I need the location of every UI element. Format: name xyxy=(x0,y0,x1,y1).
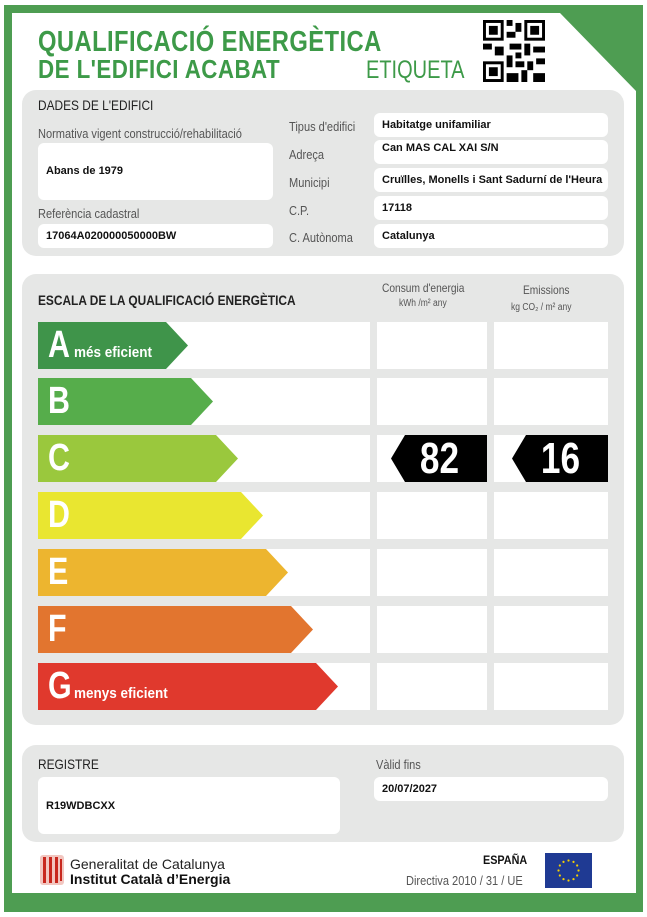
title-line2: DE L'EDIFICI ACABAT xyxy=(38,54,281,84)
regulation-label: Normativa vigent construcció/rehabilitac… xyxy=(38,126,242,141)
org-name-1: Generalitat de Catalunya xyxy=(70,856,225,872)
registry-title: REGISTRE xyxy=(38,756,99,772)
emissions-cell xyxy=(494,663,608,710)
etiqueta-label: ETIQUETA xyxy=(366,56,465,84)
energy-cell xyxy=(377,606,487,653)
rating-bar-d: D xyxy=(38,492,263,539)
cadastral-value: 17064A020000050000BW xyxy=(38,224,273,248)
rating-letter: F xyxy=(48,608,67,650)
emissions-cell xyxy=(494,322,608,369)
field-label: C. Autònoma xyxy=(289,230,353,245)
rating-bar-b: B xyxy=(38,378,213,425)
rating-letter: C xyxy=(48,437,70,479)
country-label: ESPAÑA xyxy=(483,853,528,867)
emissions-cell xyxy=(494,492,608,539)
field-label: Adreça xyxy=(289,147,325,162)
rating-letter: B xyxy=(48,380,70,422)
rating-bar-a: A més eficient xyxy=(38,322,188,369)
energy-cell xyxy=(377,549,487,596)
qr-code-icon xyxy=(483,20,545,82)
emissions-cell xyxy=(494,549,608,596)
generalitat-logo-icon xyxy=(40,855,64,885)
emissions-cell xyxy=(494,378,608,425)
field-value: 17118 xyxy=(374,196,608,220)
energy-column-title: Consum d'energia xyxy=(382,281,465,295)
title-line1: QUALIFICACIÓ ENERGÈTICA xyxy=(38,26,382,58)
field-label: Tipus d'edifici xyxy=(289,119,356,134)
regulation-value: Abans de 1979 xyxy=(38,143,273,200)
energy-cell xyxy=(377,322,487,369)
rating-bar-g: G menys eficient xyxy=(38,663,338,710)
registry-value: R19WDBCXX xyxy=(38,777,340,834)
rating-bar-c: C xyxy=(38,435,238,482)
field-value: Cruïlles, Monells i Sant Sadurní de l'He… xyxy=(374,168,608,192)
rating-subtitle: menys eficient xyxy=(74,685,168,702)
energy-cell xyxy=(377,378,487,425)
building-section-title: DADES DE L'EDIFICI xyxy=(38,97,154,113)
emissions-column-title: Emissions xyxy=(523,283,570,297)
rating-bar-e: E xyxy=(38,549,288,596)
rating-letter: A xyxy=(48,324,70,366)
energy-rating-marker: 82 xyxy=(391,435,487,482)
emissions-rating-marker: 16 xyxy=(512,435,608,482)
scale-section-title: ESCALA DE LA QUALIFICACIÓ ENERGÈTICA xyxy=(38,292,296,308)
eu-flag-icon xyxy=(545,853,592,888)
valid-until-label: Vàlid fins xyxy=(376,757,421,772)
field-value: Habitatge unifamiliar xyxy=(374,113,608,137)
rating-letter: G xyxy=(48,665,72,707)
rating-subtitle: més eficient xyxy=(74,344,153,361)
energy-cell xyxy=(377,663,487,710)
energy-cell xyxy=(377,492,487,539)
energy-value: 82 xyxy=(419,433,459,483)
field-value: Can MAS CAL XAI S/N xyxy=(374,140,608,164)
valid-until-value: 20/07/2027 xyxy=(374,777,608,801)
org-name-2: Institut Català d’Energia xyxy=(70,871,231,887)
emissions-value: 16 xyxy=(540,433,580,483)
rating-letter: E xyxy=(48,551,69,593)
energy-column-unit: kWh /m² any xyxy=(399,298,447,309)
directive-label: Directiva 2010 / 31 / UE xyxy=(406,873,523,888)
emissions-cell xyxy=(494,606,608,653)
field-value: Catalunya xyxy=(374,224,608,248)
cadastral-label: Referència cadastral xyxy=(38,206,140,221)
field-label: Municipi xyxy=(289,175,330,190)
emissions-column-unit: kg CO₂ / m² any xyxy=(511,302,572,313)
rating-letter: D xyxy=(48,494,70,536)
rating-bar-f: F xyxy=(38,606,313,653)
field-label: C.P. xyxy=(289,203,310,218)
